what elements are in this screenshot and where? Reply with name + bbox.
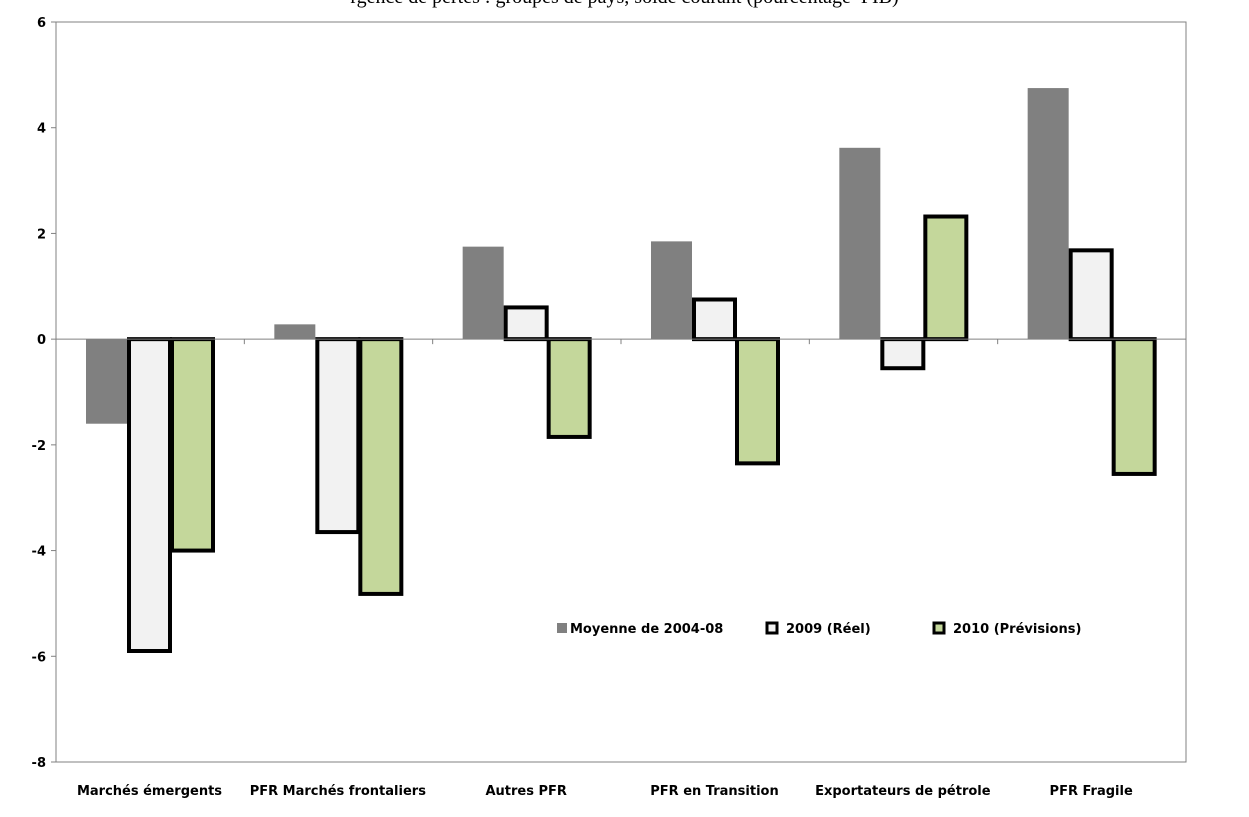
legend-swatch xyxy=(932,621,946,635)
y-tick-label: 4 xyxy=(37,122,46,137)
bar-series-group xyxy=(86,88,1157,653)
chart-title: rgence de pertes : groupes de pays, sold… xyxy=(0,0,1249,9)
bar-series-1-cat-2 xyxy=(274,324,316,340)
bar-series-3-cat-1 xyxy=(170,337,215,553)
bar-series-2-cat-5 xyxy=(880,337,926,371)
category-label: PFR Fragile xyxy=(1050,784,1133,799)
y-tick-label: -4 xyxy=(32,545,46,560)
bar-series-1-cat-3 xyxy=(462,246,504,340)
y-tick-label: -2 xyxy=(32,439,46,454)
bar-series-2-cat-4 xyxy=(692,297,737,342)
bar-series-1-cat-5 xyxy=(839,147,881,340)
bar-series-3-cat-3 xyxy=(546,337,592,439)
bar-series-2-cat-3 xyxy=(503,305,549,342)
bar-series-3-cat-2 xyxy=(358,337,404,596)
bar-series-3-cat-5 xyxy=(923,214,969,342)
y-tick-label: -6 xyxy=(32,650,46,665)
category-label: Autres PFR xyxy=(485,784,566,799)
category-label: Marchés émergents xyxy=(77,784,222,799)
legend-item-1: Moyenne de 2004-08 xyxy=(557,622,723,637)
legend-label: 2009 (Réel) xyxy=(786,622,871,637)
y-tick-label: -8 xyxy=(32,756,46,771)
legend-label: 2010 (Prévisions) xyxy=(953,622,1081,637)
y-tick-label: 0 xyxy=(37,333,46,348)
legend-item-3: 2010 (Prévisions) xyxy=(932,621,1081,637)
category-label: PFR en Transition xyxy=(650,784,778,799)
legend-swatch xyxy=(557,623,567,633)
legend-label: Moyenne de 2004-08 xyxy=(570,622,723,637)
y-tick-label: 2 xyxy=(37,227,46,242)
bar-series-3-cat-6 xyxy=(1111,337,1157,476)
x-axis-labels: Marchés émergents PFR Marchés frontaliers… xyxy=(77,784,1133,799)
legend-item-2: 2009 (Réel) xyxy=(765,621,871,637)
bar-series-1-cat-1 xyxy=(86,339,127,424)
bar-series-2-cat-1 xyxy=(127,337,172,653)
legend-swatch xyxy=(765,621,779,635)
legend: Moyenne de 2004-08 2009 (Réel) 2010 (Prévi… xyxy=(557,621,1081,637)
x-axis-ticks xyxy=(243,339,999,345)
plot-area xyxy=(55,21,1187,763)
bar-series-1-cat-4 xyxy=(651,241,692,340)
y-tick-label: 6 xyxy=(37,16,46,31)
y-axis: 6 4 2 0 -2 -4 -6 -8 xyxy=(32,16,56,771)
bar-series-3-cat-4 xyxy=(735,337,780,466)
category-label: Exportateurs de pétrole xyxy=(815,784,991,799)
bar-series-2-cat-6 xyxy=(1068,248,1114,342)
category-label: PFR Marchés frontaliers xyxy=(250,784,426,799)
bar-series-2-cat-2 xyxy=(315,337,361,535)
bar-series-1-cat-6 xyxy=(1027,88,1069,340)
